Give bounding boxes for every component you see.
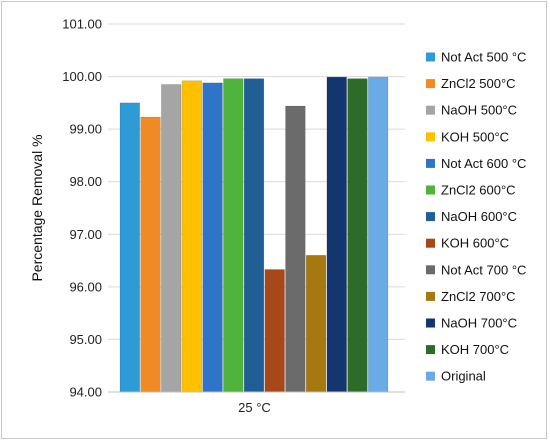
y-axis-title: Percentage Removal %: [29, 134, 45, 281]
y-tick-label: 101.00: [62, 17, 102, 32]
bar: [140, 116, 161, 393]
legend-swatch: [426, 185, 435, 195]
legend-swatch: [426, 212, 435, 222]
y-tick-label: 100.00: [62, 69, 102, 84]
legend-label: KOH 700°C: [441, 342, 509, 357]
legend-label: ZnCl2 600°C: [441, 183, 516, 198]
legend: Not Act 500 °C ZnCl2 500°C NaOH 500°C KOH 5…: [426, 50, 526, 384]
y-tick-label: 94.00: [69, 385, 102, 400]
bar: [264, 269, 285, 393]
bar: [243, 78, 265, 393]
legend-swatch: [426, 265, 435, 275]
legend-label: KOH 500°C: [441, 129, 509, 144]
y-tick-label: 95.00: [69, 332, 102, 347]
y-tick-label: 99.00: [69, 122, 102, 137]
legend-swatch: [426, 371, 435, 381]
legend-label: Not Act 700 °C: [441, 262, 526, 277]
legend-label: Not Act 600 °C: [441, 156, 526, 171]
bar: [347, 78, 368, 393]
bar: [202, 82, 223, 393]
legend-swatch: [426, 132, 435, 142]
legend-label: Original: [441, 369, 486, 384]
legend-swatch: [426, 318, 435, 328]
legend-label: Not Act 500 °C: [441, 50, 526, 65]
legend-label: ZnCl2 500°C: [441, 76, 516, 91]
bars: [119, 76, 389, 393]
bar: [223, 78, 244, 393]
legend-swatch: [426, 291, 435, 301]
legend-swatch: [426, 105, 435, 115]
legend-label: KOH 600°C: [441, 236, 509, 251]
legend-label: NaOH 500°C: [441, 103, 517, 118]
bar: [305, 255, 327, 393]
legend-swatch: [426, 52, 435, 62]
y-tick-label: 98.00: [69, 174, 102, 189]
bar: [161, 84, 182, 393]
legend-swatch: [426, 238, 435, 248]
legend-label: ZnCl2 700°C: [441, 289, 516, 304]
legend-swatch: [426, 79, 435, 89]
legend-label: NaOH 700°C: [441, 316, 517, 331]
y-tick-labels: 94.00 95.00 96.00 97.00 98.00 99.00 100.00 101.…: [62, 17, 102, 400]
bar: [326, 76, 347, 393]
bar: [285, 105, 306, 393]
legend-swatch: [426, 345, 435, 355]
bar: [368, 76, 389, 393]
legend-label: NaOH 600°C: [441, 209, 517, 224]
bar: [119, 102, 140, 393]
y-tick-label: 96.00: [69, 279, 102, 294]
bar: [181, 80, 203, 393]
x-tick-label: 25 °C: [238, 400, 271, 415]
y-tick-label: 97.00: [69, 227, 102, 242]
legend-swatch: [426, 158, 435, 168]
